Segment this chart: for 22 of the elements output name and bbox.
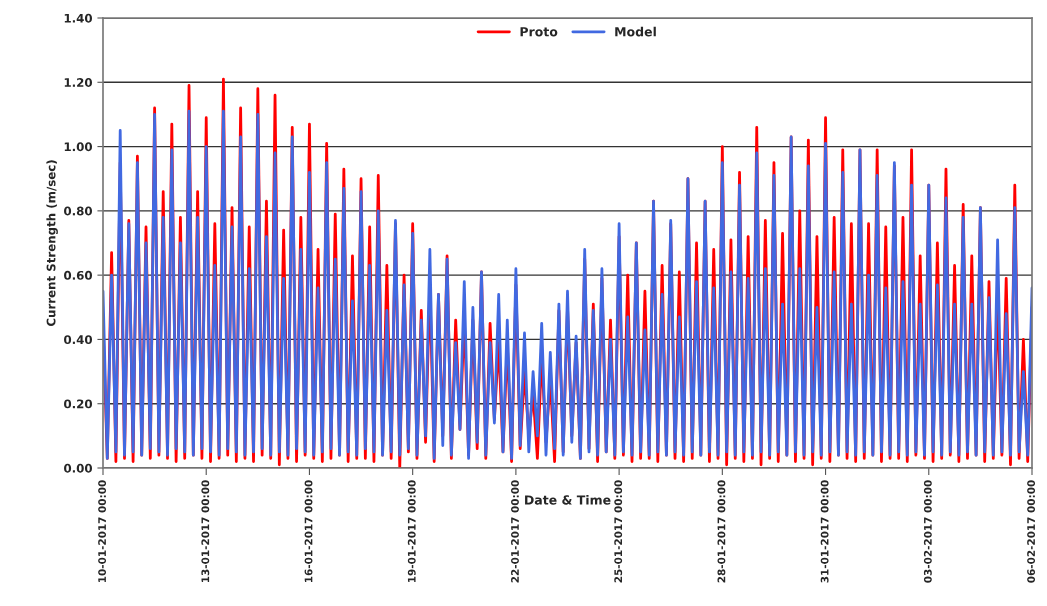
x-tick-label: 13-01-2017 00:00 [201,480,210,583]
y-tick-label: 1.40 [64,13,93,23]
y-tick-label: 0.40 [64,335,93,345]
y-tick-label: 0.60 [64,270,93,280]
x-tick-label: 19-01-2017 00:00 [407,480,416,583]
x-tick-label: 31-01-2017 00:00 [820,480,829,583]
x-tick-label: 25-01-2017 00:00 [614,480,623,583]
y-tick-label: 1.00 [64,142,93,152]
x-axis-title: Date & Time [525,495,611,505]
y-tick-label: 0.00 [64,463,93,473]
y-tick-label: 1.20 [64,78,93,87]
y-tick-label: 0.80 [64,206,93,216]
x-tick-label: 28-01-2017 00:00 [717,480,726,583]
x-tick-label: 16-01-2017 00:00 [304,480,313,583]
x-tick-label: 03-02-2017 00:00 [923,480,932,583]
y-axis-title: Current Strength (m/sec) [46,160,58,327]
x-tick-label: 06-02-2017 00:00 [1027,480,1036,583]
y-tick-label: 0.20 [64,399,93,409]
legend-label: Proto [520,27,558,37]
x-tick-label: 22-01-2017 00:00 [511,480,519,583]
legend-label: Model [615,26,656,37]
x-tick-label: 10-01-2017 00:00 [98,480,107,583]
